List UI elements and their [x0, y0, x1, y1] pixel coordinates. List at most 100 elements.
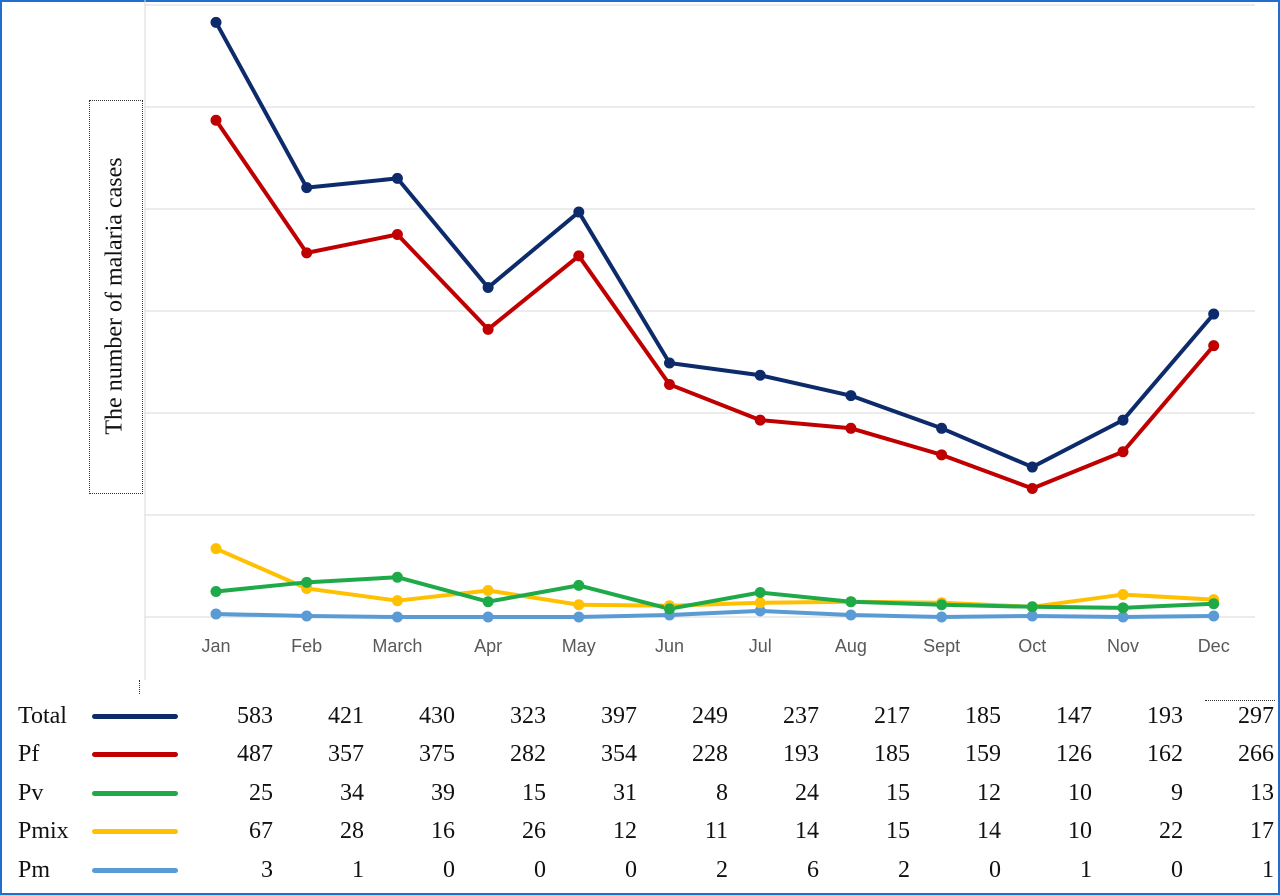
table-cell: 10 — [1068, 818, 1092, 845]
data-point-pmix — [210, 543, 222, 555]
table-cell: 228 — [692, 741, 728, 768]
table-cell: 24 — [795, 779, 819, 806]
x-tick-label: Nov — [1107, 636, 1139, 656]
series-line-total — [214, 21, 1216, 470]
data-point-pf — [1026, 482, 1038, 494]
legend-swatch — [92, 867, 178, 873]
series-name: Total — [18, 702, 67, 729]
series-line-pm — [215, 608, 1214, 619]
table-cell: 13 — [1250, 779, 1274, 806]
table-cell: 126 — [1056, 741, 1092, 768]
table-cell: 67 — [249, 818, 273, 845]
data-point-pv — [754, 587, 766, 599]
table-cell: 26 — [522, 818, 546, 845]
series-points — [210, 16, 1220, 623]
table-cell: 357 — [328, 741, 364, 768]
data-point-pv — [482, 596, 494, 608]
data-point-pf — [573, 250, 585, 262]
table-cell: 297 — [1238, 702, 1274, 729]
data-point-total — [573, 206, 585, 218]
table-cell: 16 — [431, 818, 455, 845]
legend-swatch — [92, 790, 178, 796]
table-row: Pv 25 34 39 15 31 8 24 15 12 10 9 13 — [18, 774, 1274, 813]
data-point-pv — [845, 596, 857, 608]
data-point-pf — [210, 114, 222, 126]
data-point-pv — [1117, 602, 1129, 614]
series-name: Pmix — [18, 818, 69, 845]
data-point-pm — [1026, 610, 1038, 622]
table-cell: 34 — [340, 779, 364, 806]
table-cell: 31 — [613, 779, 637, 806]
data-point-pmix — [482, 584, 494, 596]
data-point-pf — [301, 247, 313, 259]
data-point-pf — [664, 378, 675, 390]
x-tick-label: Oct — [1018, 636, 1046, 656]
table-cell: 185 — [965, 702, 1001, 729]
data-point-total — [1117, 414, 1129, 426]
table-cell: 1 — [1262, 856, 1274, 883]
table-cell: 3 — [261, 856, 273, 883]
x-tick-label: Sept — [923, 636, 960, 656]
table-cell: 217 — [874, 702, 910, 729]
table-cell: 25 — [249, 779, 273, 806]
data-point-total — [210, 16, 222, 28]
series-name: Pm — [18, 856, 51, 883]
table-cell: 249 — [692, 702, 728, 729]
data-point-pm — [936, 611, 948, 623]
series-name: Pf — [18, 741, 40, 768]
table-cell: 354 — [601, 741, 637, 768]
x-tick-label: Jul — [749, 636, 772, 656]
data-point-total — [301, 182, 313, 194]
table-cell: 14 — [977, 818, 1001, 845]
table-row: Pmix 67 28 16 26 12 11 14 15 14 10 22 17 — [18, 813, 1274, 852]
table-cell: 487 — [237, 741, 273, 768]
data-point-pm — [1208, 610, 1220, 622]
x-tick-label: March — [372, 636, 422, 656]
table-cell: 10 — [1068, 779, 1092, 806]
data-point-total — [1026, 461, 1038, 473]
table-cell: 0 — [625, 856, 637, 883]
table-cell: 323 — [510, 702, 546, 729]
data-point-pv — [936, 599, 948, 611]
x-tick-label: May — [562, 636, 596, 656]
x-tick-label: Aug — [835, 636, 867, 656]
x-tick-label: Feb — [291, 636, 322, 656]
series-line-pv — [215, 575, 1214, 611]
table-row: Total 583 421 430 323 397 249 237 217 185 147 193 29… — [18, 697, 1274, 736]
data-point-pf — [754, 414, 766, 426]
data-point-pm — [845, 609, 857, 621]
table-divider — [139, 680, 141, 694]
legend-swatch — [92, 829, 178, 835]
legend-swatch — [92, 752, 178, 758]
table-cell: 159 — [965, 741, 1001, 768]
data-point-pv — [210, 586, 222, 597]
legend-swatch — [92, 713, 178, 719]
table-cell: 266 — [1238, 741, 1274, 768]
table-cell: 397 — [601, 702, 637, 729]
table-cell: 14 — [795, 818, 819, 845]
y-axis-label-box — [89, 100, 143, 494]
table-cell: 15 — [886, 779, 910, 806]
table-cell: 375 — [419, 741, 455, 768]
data-point-pmix — [1117, 589, 1129, 601]
data-point-pv — [573, 579, 585, 591]
legend-key — [92, 774, 182, 813]
table-cell: 17 — [1250, 818, 1274, 845]
data-point-total — [936, 422, 948, 434]
table-cell: 2 — [898, 856, 910, 883]
x-tick-label: Jan — [201, 636, 230, 656]
series-line-pf — [214, 119, 1216, 491]
table-cell: 1 — [352, 856, 364, 883]
table-cell: 9 — [1171, 779, 1183, 806]
legend-key — [92, 736, 182, 775]
table-cell: 12 — [977, 779, 1001, 806]
table-cell: 0 — [1171, 856, 1183, 883]
data-point-pmix — [573, 599, 585, 611]
data-point-pmix — [391, 595, 403, 607]
table-cell: 185 — [874, 741, 910, 768]
table-cell: 22 — [1159, 818, 1183, 845]
table-cell: 421 — [328, 702, 364, 729]
table-cell: 237 — [783, 702, 819, 729]
